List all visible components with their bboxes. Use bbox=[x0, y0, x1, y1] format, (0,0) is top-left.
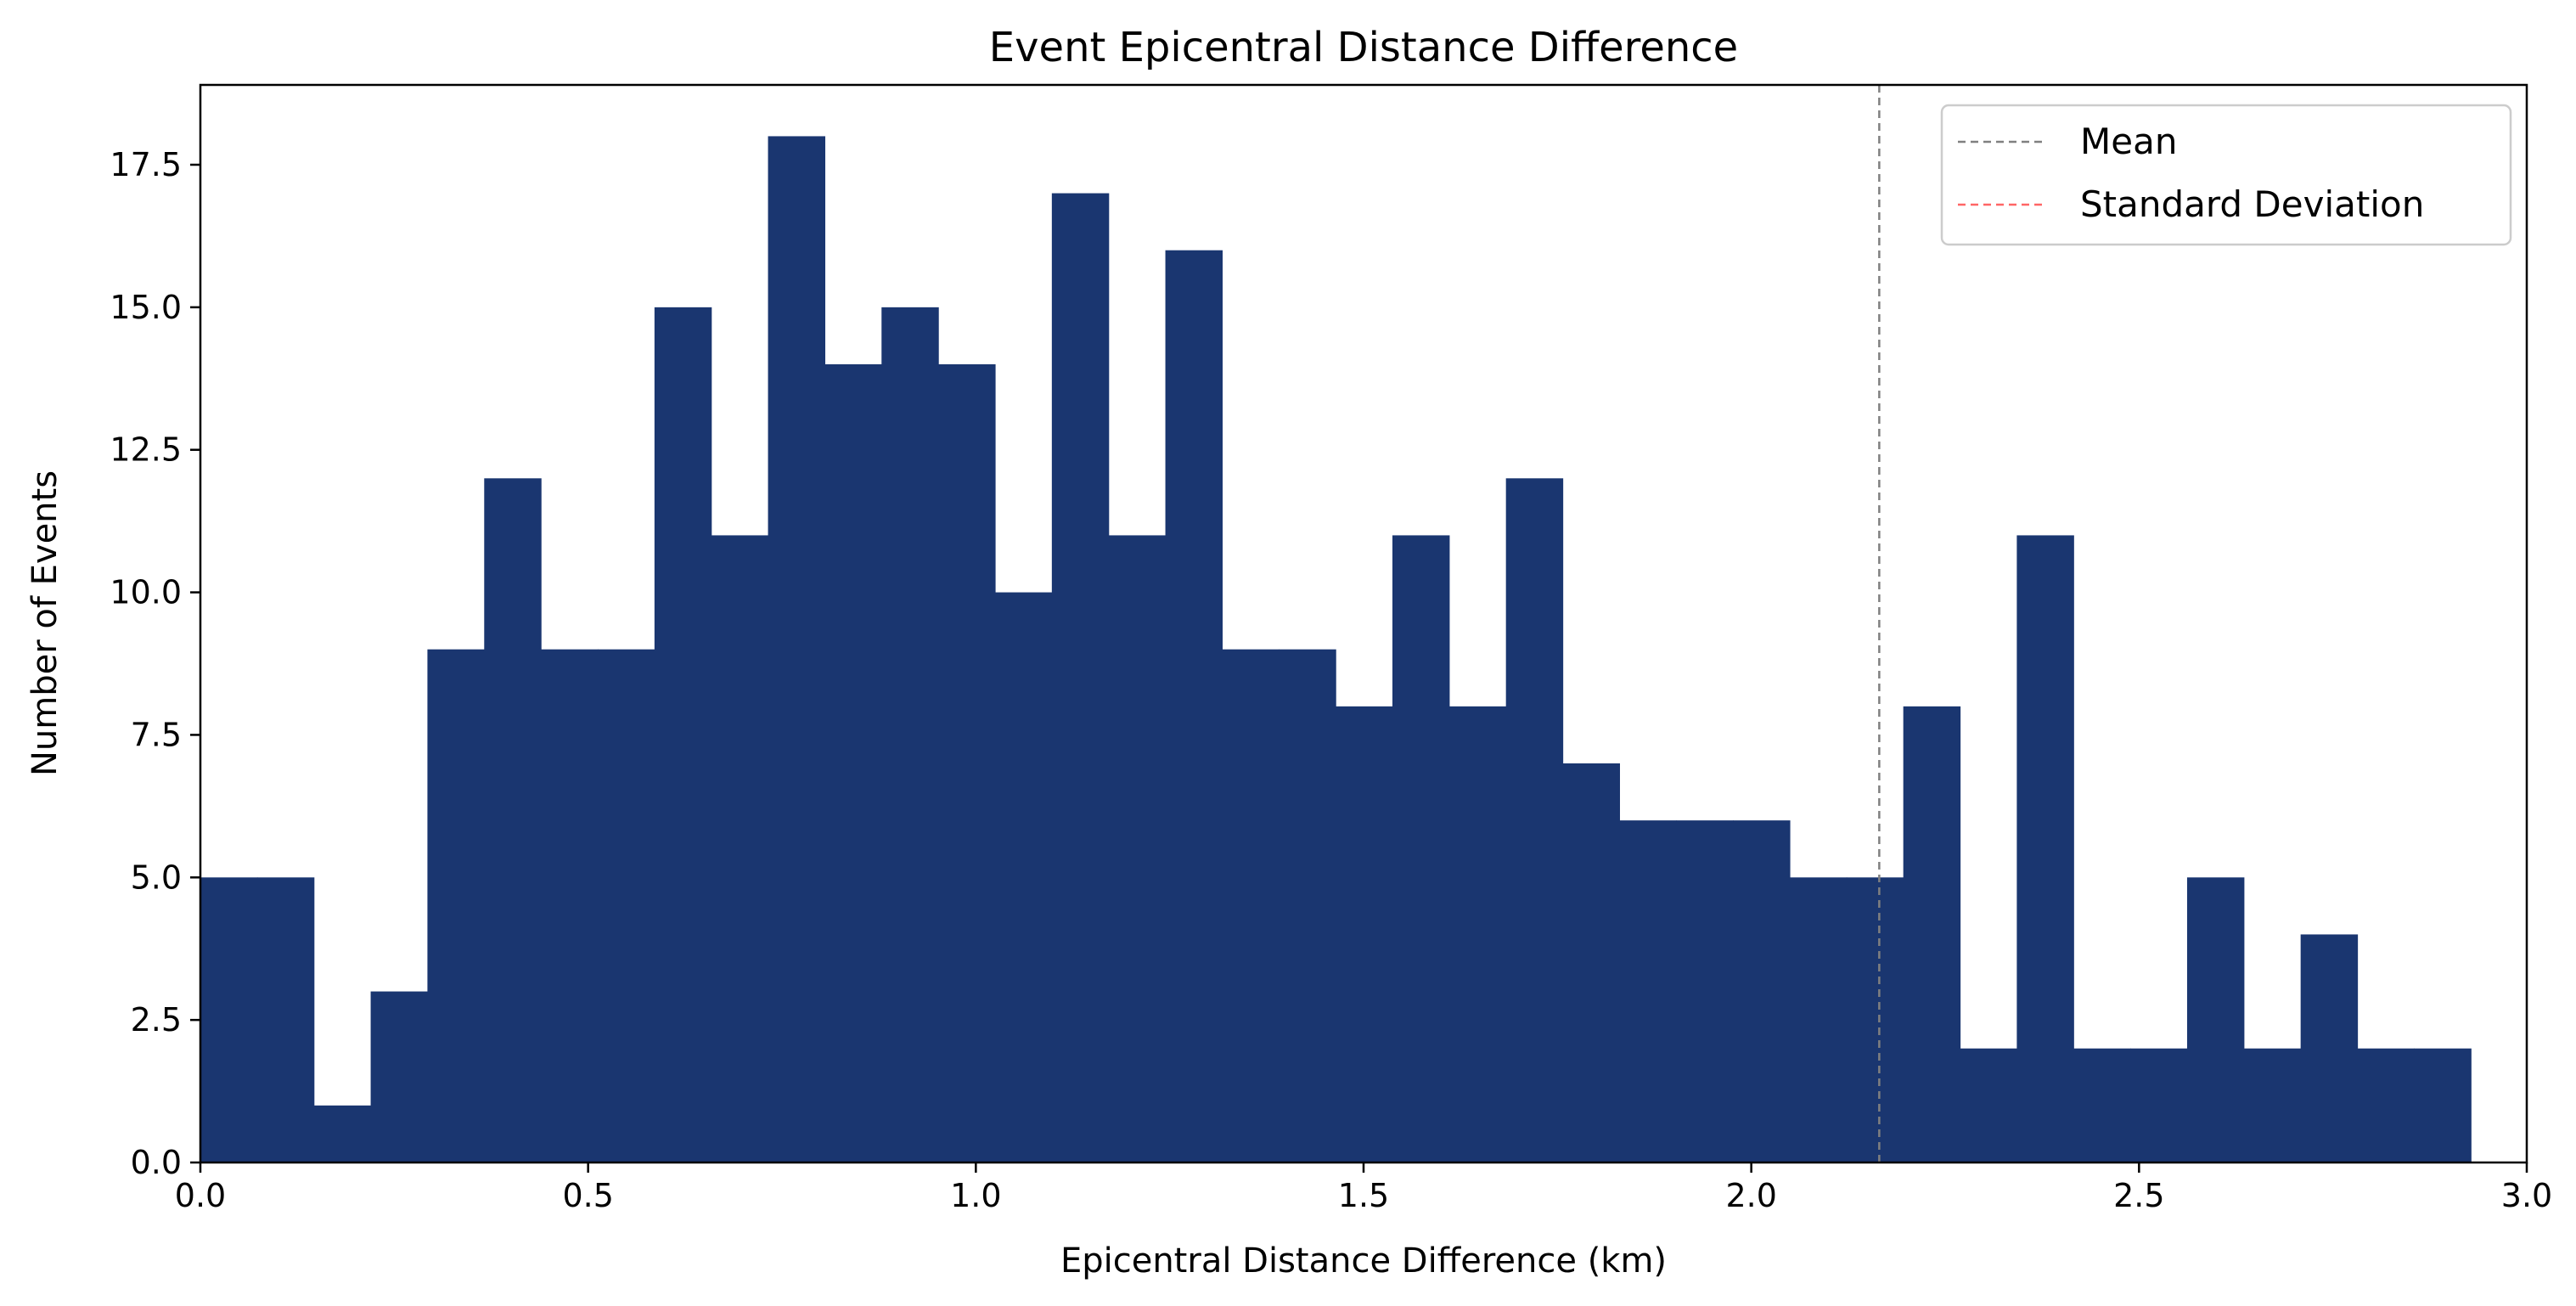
histogram-bar bbox=[1448, 706, 1507, 1162]
y-axis-label: Number of Events bbox=[25, 470, 65, 776]
y-tick-label: 15.0 bbox=[110, 289, 182, 326]
bars-layer bbox=[200, 136, 2472, 1163]
y-tick-label: 7.5 bbox=[131, 716, 182, 753]
x-tick-label: 2.0 bbox=[1725, 1177, 1776, 1214]
histogram-bar bbox=[768, 136, 826, 1163]
histogram-bar bbox=[1789, 877, 1848, 1162]
histogram-bar bbox=[597, 649, 655, 1162]
histogram-bar bbox=[2300, 934, 2359, 1162]
histogram-bar bbox=[1562, 763, 1620, 1162]
x-tick-label: 1.5 bbox=[1338, 1177, 1389, 1214]
x-tick-label: 0.5 bbox=[562, 1177, 613, 1214]
histogram-bar bbox=[1676, 820, 1734, 1162]
histogram-bar bbox=[1108, 535, 1167, 1162]
histogram-bar bbox=[1846, 877, 1904, 1162]
histogram-bar bbox=[2130, 1048, 2188, 1162]
histogram-bar bbox=[1392, 535, 1450, 1162]
histogram-bar bbox=[1222, 649, 1280, 1162]
x-axis-label: Epicentral Distance Difference (km) bbox=[1060, 1241, 1667, 1281]
y-tick-label: 12.5 bbox=[110, 431, 182, 469]
histogram-bar bbox=[2357, 1048, 2415, 1162]
histogram-bar bbox=[938, 364, 996, 1162]
x-tick-label: 3.0 bbox=[2501, 1177, 2552, 1214]
histogram-bar bbox=[370, 991, 429, 1162]
x-tick-label: 0.0 bbox=[175, 1177, 226, 1214]
y-tick-label: 0.0 bbox=[131, 1144, 182, 1181]
histogram-bar bbox=[1619, 820, 1677, 1162]
histogram-bar bbox=[994, 592, 1053, 1162]
histogram-bar bbox=[1505, 478, 1564, 1162]
histogram-bar bbox=[2073, 1048, 2131, 1162]
legend-std-label: Standard Deviation bbox=[2080, 183, 2424, 225]
chart-title: Event Epicentral Distance Difference bbox=[989, 24, 1738, 71]
y-axis-ticks: 0.0 2.5 5.0 7.5 10.0 12.5 15.0 17.5 bbox=[110, 146, 200, 1181]
histogram-bar bbox=[1051, 193, 1110, 1162]
histogram-bar bbox=[427, 649, 485, 1162]
histogram-bar bbox=[1336, 706, 1393, 1162]
histogram-bar bbox=[654, 307, 712, 1162]
histogram-bar bbox=[2414, 1048, 2472, 1162]
x-tick-label: 1.0 bbox=[950, 1177, 1001, 1214]
x-tick-label: 2.5 bbox=[2113, 1177, 2164, 1214]
histogram-bar bbox=[1165, 250, 1223, 1163]
y-tick-label: 5.0 bbox=[131, 858, 182, 896]
histogram-bar bbox=[824, 364, 882, 1162]
histogram-bar bbox=[711, 535, 769, 1162]
histogram-bar bbox=[1903, 706, 1961, 1162]
legend-box bbox=[1940, 104, 2512, 246]
histogram-bar bbox=[2186, 877, 2245, 1162]
histogram-bar bbox=[256, 877, 315, 1162]
legend-mean-label: Mean bbox=[2080, 121, 2177, 162]
histogram-bar bbox=[484, 478, 542, 1162]
y-tick-label: 2.5 bbox=[131, 1001, 182, 1039]
legend: Mean Standard Deviation bbox=[1940, 104, 2512, 246]
histogram-bar bbox=[1279, 649, 1336, 1162]
x-axis-ticks: 0.0 0.5 1.0 1.5 2.0 2.5 3.0 bbox=[175, 1162, 2552, 1214]
histogram-bar bbox=[1960, 1048, 2017, 1162]
histogram-bar bbox=[1733, 820, 1791, 1162]
histogram-bar bbox=[541, 649, 599, 1162]
histogram-bar bbox=[2243, 1048, 2302, 1162]
y-tick-label: 17.5 bbox=[110, 146, 182, 183]
histogram-bar bbox=[2016, 535, 2074, 1162]
histogram-bar bbox=[313, 1105, 372, 1162]
y-tick-label: 10.0 bbox=[110, 574, 182, 611]
histogram-bar bbox=[881, 307, 939, 1162]
histogram-bar bbox=[200, 877, 258, 1162]
